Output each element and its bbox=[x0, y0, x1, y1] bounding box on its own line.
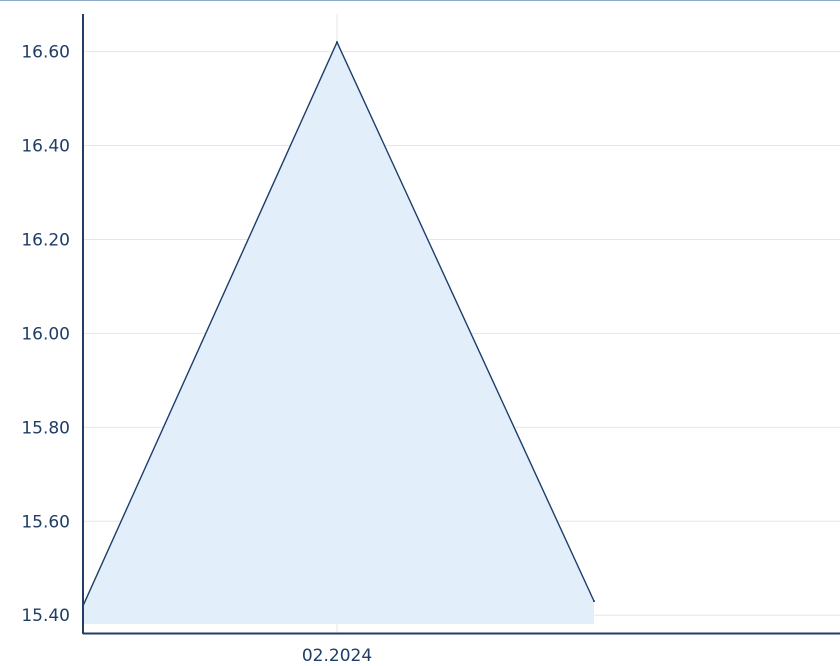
y-tick-label: 16.00 bbox=[21, 324, 70, 344]
y-tick-label: 15.60 bbox=[21, 512, 70, 532]
data-point-2 bbox=[593, 600, 595, 603]
y-tick-label: 16.60 bbox=[21, 43, 70, 63]
x-tick-labels: 02.2024 bbox=[302, 646, 372, 666]
area-fill bbox=[83, 42, 594, 624]
x-tick-label: 02.2024 bbox=[302, 646, 372, 662]
y-tick-labels: 15.40 15.60 15.80 16.00 16.20 16.40 16.60 bbox=[21, 43, 70, 627]
data-point-0 bbox=[82, 604, 84, 607]
y-tick-label: 16.40 bbox=[21, 137, 70, 157]
y-tick-label: 16.20 bbox=[21, 230, 70, 250]
y-tick-label: 15.40 bbox=[21, 606, 70, 626]
data-point-1 bbox=[336, 41, 338, 44]
y-tick-label: 15.80 bbox=[21, 418, 70, 438]
